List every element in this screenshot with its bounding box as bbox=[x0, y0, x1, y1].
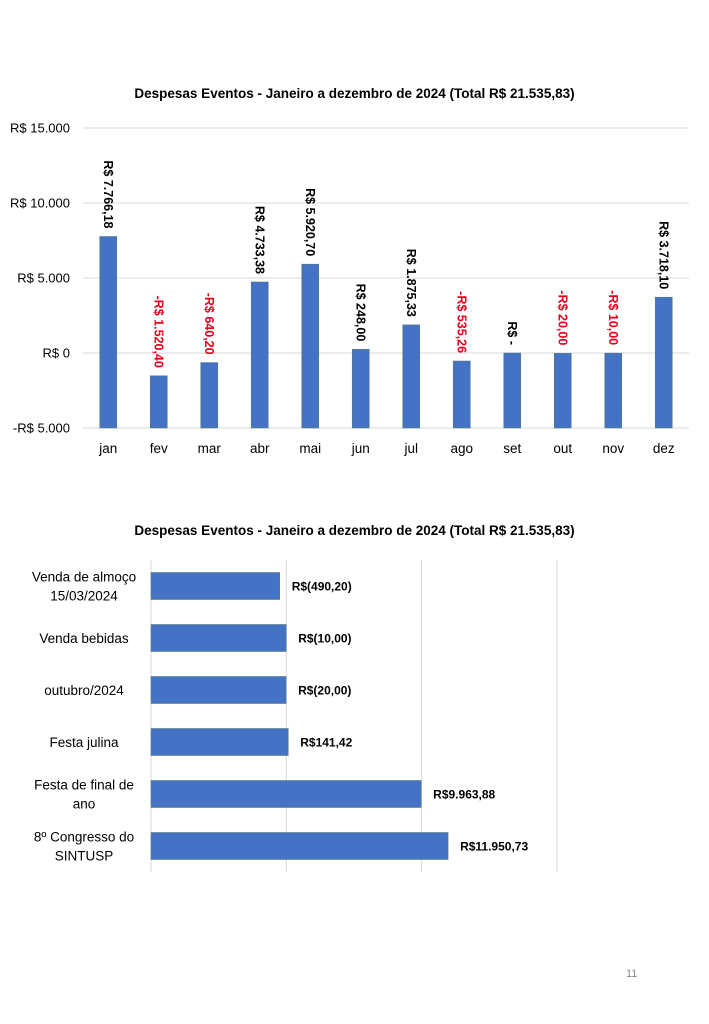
data-label: R$(10,00) bbox=[298, 632, 351, 646]
data-label: R$ 3.718,10 bbox=[656, 221, 670, 289]
x-tick-label: mai bbox=[299, 441, 321, 456]
category-label: 8º Congresso do bbox=[34, 830, 134, 845]
bar-festa-de-final-de-ano bbox=[150, 780, 422, 808]
data-label: -R$ 535,26 bbox=[454, 291, 468, 353]
y-tick-label: R$ 5.000 bbox=[17, 271, 70, 286]
data-label: R$ 7.766,18 bbox=[101, 160, 115, 228]
monthly-expenses-chart: R$ 15.000 R$ 10.000 R$ 5.000 R$ 0 -R$ 5.000 j… bbox=[10, 121, 689, 456]
bar-outubro-2024 bbox=[150, 676, 287, 704]
bar-set bbox=[503, 352, 522, 429]
data-label: R$(20,00) bbox=[298, 684, 351, 698]
x-tick-label: jan bbox=[98, 441, 117, 456]
category-label: Venda de almoço bbox=[32, 570, 136, 585]
data-label: R$ 248,00 bbox=[353, 284, 367, 342]
bar-fev bbox=[149, 375, 168, 429]
bar-nov bbox=[604, 352, 623, 429]
category-label: Venda bebidas bbox=[39, 631, 129, 646]
data-label: -R$ 20,00 bbox=[555, 290, 569, 345]
bar-jul bbox=[402, 324, 421, 429]
y-tick-label: R$ 15.000 bbox=[10, 121, 70, 136]
data-label: R$ 4.733,38 bbox=[252, 206, 266, 274]
x-tick-label: out bbox=[553, 441, 572, 456]
data-label: R$9.963,88 bbox=[433, 788, 495, 802]
y-tick-label: R$ 10.000 bbox=[10, 196, 70, 211]
category-label: SINTUSP bbox=[55, 849, 114, 864]
category-label: outubro/2024 bbox=[44, 683, 124, 698]
data-label: R$(490,20) bbox=[292, 580, 352, 594]
bar-festa-julina bbox=[150, 728, 289, 756]
x-tick-label: ago bbox=[450, 441, 473, 456]
data-label: R$11.950,73 bbox=[460, 840, 528, 854]
x-tick-label: jul bbox=[403, 441, 418, 456]
bar-jan bbox=[99, 236, 118, 429]
bar-abr bbox=[250, 281, 269, 429]
data-label: R$ 5.920,70 bbox=[303, 188, 317, 256]
x-tick-label: abr bbox=[250, 441, 270, 456]
category-label: Festa de final de bbox=[34, 778, 134, 793]
bar-8-congresso-do-sintusp bbox=[150, 832, 449, 860]
bar-mai bbox=[301, 263, 320, 429]
data-label: R$ - bbox=[505, 321, 519, 345]
y-tick-label: R$ 0 bbox=[43, 346, 70, 361]
x-tick-label: dez bbox=[653, 441, 675, 456]
category-label: ano bbox=[73, 797, 96, 812]
x-tick-label: mar bbox=[198, 441, 222, 456]
data-label: -R$ 640,20 bbox=[202, 293, 216, 355]
x-tick-label: fev bbox=[150, 441, 168, 456]
bar-dez bbox=[654, 296, 673, 429]
x-tick-label: jun bbox=[351, 441, 370, 456]
bar-venda-de-almo-o-15-03-2024 bbox=[150, 572, 280, 600]
category-label: 15/03/2024 bbox=[50, 589, 118, 604]
bar-ago bbox=[452, 360, 471, 429]
data-label: -R$ 1.520,40 bbox=[151, 296, 165, 368]
chart1-title: Despesas Eventos - Janeiro a dezembro de… bbox=[134, 86, 575, 101]
data-label: -R$ 10,00 bbox=[606, 290, 620, 345]
bar-jun bbox=[351, 348, 370, 429]
bar-venda-bebidas bbox=[150, 624, 287, 652]
y-tick-label: -R$ 5.000 bbox=[13, 421, 70, 436]
x-tick-label: nov bbox=[602, 441, 624, 456]
data-label: R$ 1.875,33 bbox=[404, 249, 418, 317]
category-label: Festa julina bbox=[49, 735, 119, 750]
chart2-title: Despesas Eventos - Janeiro a dezembro de… bbox=[134, 523, 575, 538]
page-number: 11 bbox=[626, 968, 638, 980]
data-label: R$141,42 bbox=[300, 736, 352, 750]
x-tick-label: set bbox=[503, 441, 521, 456]
bar-mar bbox=[200, 362, 219, 429]
bar-out bbox=[553, 352, 572, 429]
